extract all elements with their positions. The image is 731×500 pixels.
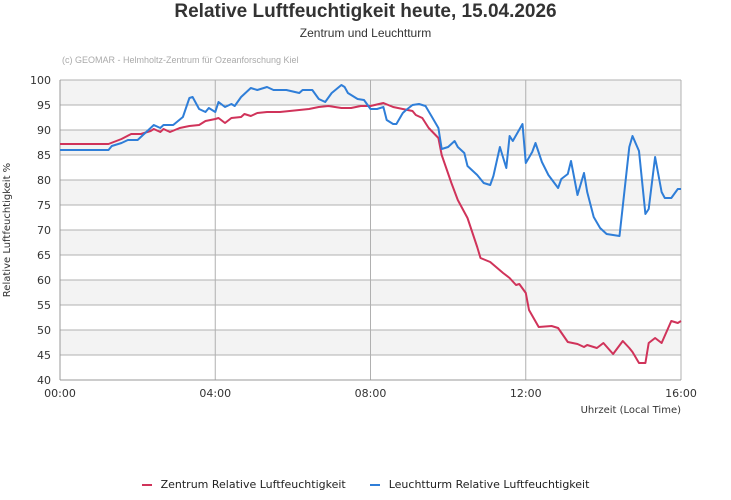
y-axis-label: Relative Luftfeuchtigkeit % — [2, 163, 13, 297]
x-tick-label: 12:00 — [510, 387, 542, 400]
y-tick-label: 40 — [37, 374, 51, 387]
y-tick-label: 75 — [37, 199, 51, 212]
x-tick-label: 08:00 — [355, 387, 387, 400]
legend-swatch-zentrum — [141, 483, 152, 486]
y-tick-label: 65 — [37, 249, 51, 262]
legend-label-zentrum: Zentrum Relative Luftfeuchtigkeit — [160, 478, 346, 491]
legend-item-zentrum[interactable]: Zentrum Relative Luftfeuchtigkeit — [141, 478, 346, 491]
chart-subtitle: Zentrum und Leuchtturm — [299, 26, 432, 40]
y-tick-label: 80 — [37, 174, 51, 187]
y-tick-label: 70 — [37, 224, 51, 237]
x-tick-label: 16:00 — [665, 387, 697, 400]
y-tick-label: 50 — [37, 324, 51, 337]
legend-item-leuchtturm[interactable]: Leuchtturm Relative Luftfeuchtigkeit — [369, 478, 590, 491]
chart-title: Relative Luftfeuchtigkeit heute, 15.04.2… — [174, 1, 557, 22]
y-tick-label: 100 — [30, 74, 51, 87]
legend-label-leuchtturm: Leuchtturm Relative Luftfeuchtigkeit — [388, 478, 590, 491]
series-line-zentrum — [60, 102, 682, 364]
legend: Zentrum Relative Luftfeuchtigkeit Leucht… — [0, 478, 731, 491]
y-tick-label: 85 — [37, 149, 51, 162]
credit-text: (c) GEOMAR - Helmholtz-Zentrum für Ozean… — [62, 55, 299, 65]
chart-plot: 40 45 50 55 60 65 70 75 80 85 90 95 100 00:00 04:00 08… — [2, 74, 697, 416]
y-tick-label: 55 — [37, 299, 51, 312]
x-tick-label: 04:00 — [199, 387, 231, 400]
y-tick-label: 95 — [37, 99, 51, 112]
x-tick-label: 00:00 — [44, 387, 76, 400]
y-tick-label: 60 — [37, 274, 51, 287]
x-axis-label: Uhrzeit (Local Time) — [581, 405, 682, 416]
legend-swatch-leuchtturm — [369, 483, 380, 486]
series-line-leuchtturm — [60, 84, 681, 237]
y-tick-label: 45 — [37, 349, 51, 362]
y-tick-label: 90 — [37, 124, 51, 137]
